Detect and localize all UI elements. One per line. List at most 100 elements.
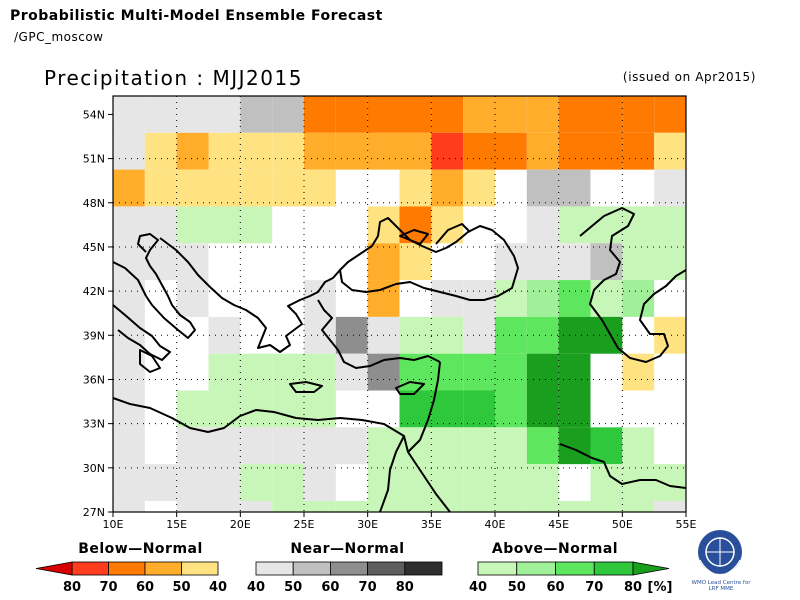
grid-cell-near-40 — [113, 316, 145, 354]
grid-cell-below-40 — [272, 132, 304, 170]
grid-cell-below-50 — [431, 169, 464, 207]
legend-below-swatch — [71, 561, 109, 576]
coast-crimea — [399, 229, 429, 245]
figure-title: Probabilistic Multi-Model Ensemble Forec… — [10, 8, 383, 24]
grid-cell-near-50 — [590, 243, 623, 281]
coast-africa — [112, 397, 451, 513]
grid-cell-above-40 — [463, 500, 495, 512]
grid-cell-above-40 — [367, 464, 400, 501]
grid-cell-near-40 — [176, 96, 209, 133]
lon-label: 50E — [612, 518, 633, 531]
grid-cell-below-50 — [113, 169, 145, 207]
grid-cell-near-40 — [144, 206, 177, 244]
grid-cell-near-60 — [335, 316, 368, 354]
legend-below-arrow — [35, 561, 73, 576]
grid-cell-below-40 — [304, 169, 336, 207]
grid-cell-above-40 — [654, 206, 686, 244]
grid-cell-below-40 — [272, 169, 304, 207]
logo-caption-line1: WMO Lead Centre for — [691, 580, 751, 586]
grid-cell-near-50 — [558, 169, 591, 207]
grid-cell-below-60 — [367, 96, 400, 133]
legend-near-swatch — [292, 561, 331, 576]
lon-label: 40E — [485, 518, 506, 531]
grid-cell-near-40 — [304, 316, 336, 354]
grid-cell-above-40 — [272, 353, 304, 391]
grid-cell-above-40 — [622, 500, 655, 512]
grid-cell-below-60 — [335, 96, 368, 133]
grid-cell-near-40 — [208, 427, 241, 465]
legend-above-swatch — [516, 561, 556, 576]
grid-cell-above-40 — [463, 464, 495, 501]
grid-cell-above-40 — [240, 206, 273, 244]
grid-cell-near-40 — [113, 96, 145, 133]
grid-cell-near-40 — [113, 132, 145, 170]
lon-label: 30E — [357, 518, 378, 531]
legend-above-swatch — [593, 561, 634, 576]
coast-black-sea — [339, 217, 519, 301]
map-frame — [108, 95, 687, 517]
lon-label: 15E — [166, 518, 187, 531]
grid-cell-above-60 — [463, 353, 495, 391]
legend-above-arrow — [632, 561, 670, 576]
grid-cell-below-60 — [431, 96, 464, 133]
grid-cell-near-40 — [558, 243, 591, 281]
coast-cyprus — [395, 381, 425, 395]
grid-cell-near-40 — [208, 464, 241, 501]
legend-above-swatch — [555, 561, 595, 576]
coast-sicily — [139, 349, 161, 373]
legend-above-tick: 40 — [468, 580, 488, 595]
grid-cell-below-40 — [208, 132, 241, 170]
legend-near-tick: 60 — [321, 580, 340, 595]
coast-azov — [435, 223, 471, 245]
wmo-logo — [698, 530, 742, 577]
grid-cell-above-40 — [272, 500, 304, 512]
grid-cell-below-70 — [431, 132, 464, 170]
lat-label: 30N — [83, 462, 105, 475]
lon-label: 55E — [676, 518, 697, 531]
grid-cell-below-50 — [463, 96, 495, 133]
grid-cell-above-40 — [240, 390, 273, 428]
legend-near-tick: 50 — [284, 580, 303, 595]
grid-cell-above-40 — [495, 427, 527, 465]
grid-cell-near-40 — [208, 500, 241, 512]
grid-cell-above-40 — [367, 500, 400, 512]
grid-cell-near-40 — [208, 96, 241, 133]
grid-cell-above-40 — [431, 500, 464, 512]
grid-cell-near-40 — [654, 500, 686, 512]
grid-cell-above-80 — [558, 390, 591, 428]
grid-cell-near-40 — [144, 243, 177, 281]
grid-cell-above-40 — [558, 206, 591, 244]
grid-cell-near-40 — [176, 464, 209, 501]
grid-cell-above-40 — [590, 500, 623, 512]
grid-cell-above-40 — [622, 243, 655, 281]
grid-cell-above-80 — [526, 353, 559, 391]
legend-above-tick: 80 — [623, 580, 643, 595]
grid-cell-below-50 — [526, 132, 559, 170]
grid-cell-below-40 — [176, 169, 209, 207]
coast-aegean — [317, 299, 441, 369]
grid-cell-above-40 — [622, 206, 655, 244]
grid-cell-near-40 — [144, 96, 177, 133]
grid-cell-below-60 — [654, 96, 686, 133]
grid-cell-below-60 — [399, 96, 432, 133]
grid-cell-above-40 — [590, 464, 623, 501]
lat-label: 48N — [83, 197, 105, 210]
coast-crete — [289, 381, 323, 393]
coast-levant — [407, 361, 441, 453]
legend-above-swatch — [477, 561, 518, 576]
lat-label: 45N — [83, 241, 105, 254]
map-title: Precipitation : MJJ2015 — [44, 66, 303, 90]
grid-cell-below-40 — [654, 316, 686, 354]
grid-cell-below-40 — [144, 169, 177, 207]
grid-cell-above-70 — [463, 390, 495, 428]
grid-cell-below-60 — [590, 96, 623, 133]
grid-cell-above-40 — [335, 500, 368, 512]
grid-cell-above-40 — [399, 464, 432, 501]
grid-cell-above-60 — [495, 316, 527, 354]
grid-cell-above-40 — [463, 427, 495, 465]
grid-cell-above-40 — [208, 390, 241, 428]
grid-cell-near-40 — [335, 353, 368, 391]
grid-cell-below-50 — [526, 96, 559, 133]
